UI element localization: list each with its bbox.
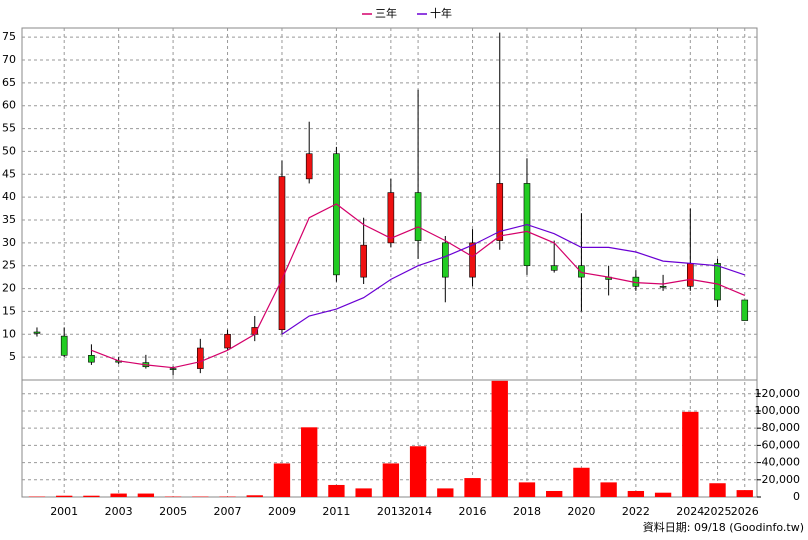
volume-bar xyxy=(273,463,291,497)
candle-body xyxy=(360,244,367,278)
plot-frame xyxy=(21,27,758,498)
volume-bar xyxy=(573,467,590,497)
x-tick-label: 2011 xyxy=(322,505,350,518)
volume-bar xyxy=(246,495,263,497)
volume-bar xyxy=(682,411,699,497)
candle-body xyxy=(387,192,395,244)
y-tick-label: 50 xyxy=(2,144,16,157)
y-tick-label: 20 xyxy=(2,282,16,295)
volume-bar xyxy=(627,490,645,497)
candle-body xyxy=(687,263,694,287)
y-tick-label: 10 xyxy=(2,327,16,340)
candle-body xyxy=(414,192,422,241)
x-tick-label: 2009 xyxy=(268,505,296,518)
volume-bar xyxy=(301,427,318,497)
y-tick-label: 30 xyxy=(2,236,16,249)
candle-body xyxy=(333,153,340,276)
volume-bar xyxy=(137,493,155,497)
y2-tick-label: 100,000 xyxy=(755,404,801,417)
volume-bar xyxy=(382,463,400,497)
candle-body xyxy=(60,335,68,356)
x-tick-label: 2013 xyxy=(377,505,405,518)
candle-body xyxy=(659,285,667,288)
y-tick-label: 75 xyxy=(2,30,16,43)
ma-line xyxy=(91,203,746,369)
y-tick-label: 35 xyxy=(2,213,16,226)
y-tick-label: 25 xyxy=(2,259,16,272)
candle-body xyxy=(169,368,177,370)
candle-body xyxy=(578,265,585,278)
candle-body xyxy=(496,183,504,241)
volume-bar xyxy=(600,482,617,497)
candle-body xyxy=(278,176,286,331)
volume-bar xyxy=(654,492,672,497)
candle-body xyxy=(442,242,449,278)
x-tick-label: 2016 xyxy=(459,505,487,518)
volume-bar xyxy=(83,495,100,497)
x-tick-label: 2001 xyxy=(50,505,78,518)
y2-tick-label: 0 xyxy=(793,490,800,503)
legend-label: 三年 xyxy=(375,6,397,20)
candle-body xyxy=(88,355,95,363)
legend-label: 十年 xyxy=(430,6,452,20)
x-tick-label: 2020 xyxy=(567,505,595,518)
y-tick-label: 55 xyxy=(2,122,16,135)
x-tick-label: 2018 xyxy=(513,505,541,518)
candle-body xyxy=(33,331,41,334)
candle-body xyxy=(714,263,721,301)
volume-bar xyxy=(409,446,427,497)
x-tick-label: 2005 xyxy=(159,505,187,518)
x-tick-label: 2003 xyxy=(105,505,133,518)
x-tick-label: 2014 xyxy=(404,505,432,518)
volume-bar xyxy=(328,484,345,497)
volume-bar xyxy=(464,478,481,497)
volume-bar xyxy=(56,495,73,497)
volume-bar xyxy=(736,490,753,497)
candle-body xyxy=(469,242,476,278)
candle-body xyxy=(305,153,313,180)
y2-tick-label: 60,000 xyxy=(762,438,801,451)
y2-tick-label: 120,000 xyxy=(755,387,801,400)
y2-tick-label: 20,000 xyxy=(762,473,801,486)
x-tick-label: 2025 xyxy=(704,505,732,518)
y2-tick-label: 40,000 xyxy=(762,456,801,469)
x-tick-label: 2024 xyxy=(676,505,704,518)
volume-bar xyxy=(491,380,508,497)
x-tick-label: 2022 xyxy=(622,505,650,518)
y2-tick-label: 80,000 xyxy=(762,421,801,434)
y-tick-label: 65 xyxy=(2,76,16,89)
y-tick-label: 40 xyxy=(2,190,16,203)
volume-bar xyxy=(518,482,536,497)
footer: 資料日期: 09/18 (Goodinfo.tw) xyxy=(643,520,804,534)
y-tick-label: 60 xyxy=(2,99,16,112)
candle-body xyxy=(741,299,749,321)
x-tick-label: 2007 xyxy=(214,505,242,518)
candle-body xyxy=(197,347,204,369)
y-tick-label: 70 xyxy=(2,53,16,66)
candle-body xyxy=(550,265,558,271)
y-tick-label: 5 xyxy=(9,350,16,363)
x-tick-label: 2026 xyxy=(731,505,759,518)
volume-bar xyxy=(437,488,454,497)
y-tick-label: 15 xyxy=(2,304,16,317)
candle-body xyxy=(224,333,231,349)
volume-bar xyxy=(546,490,563,497)
ma-line xyxy=(281,223,745,335)
volume-bar xyxy=(110,493,127,497)
volume-bar xyxy=(355,488,372,497)
y-tick-label: 45 xyxy=(2,167,16,180)
volume-bar xyxy=(709,483,726,497)
